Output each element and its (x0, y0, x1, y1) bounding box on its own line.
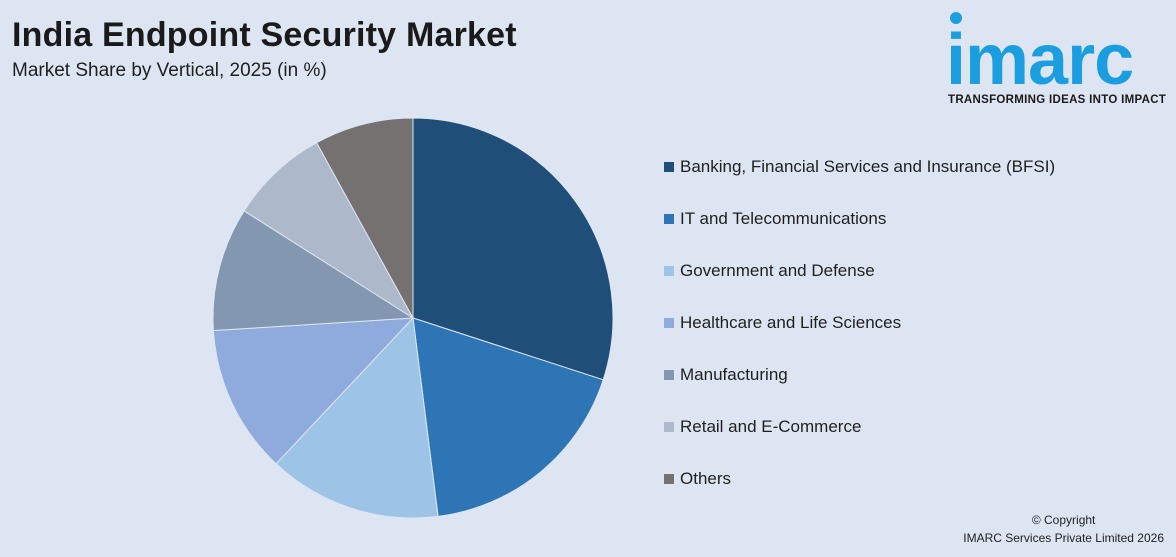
legend-label: Banking, Financial Services and Insuranc… (680, 157, 1056, 176)
chart-subtitle: Market Share by Vertical, 2025 (in %) (12, 60, 327, 81)
pie-chart (212, 117, 614, 519)
legend-label: Retail and E-Commerce (680, 417, 862, 436)
pie-slice-5 (243, 142, 414, 319)
legend-swatch (664, 266, 674, 276)
pie-slice-2 (275, 316, 439, 519)
pie-slice-3 (212, 317, 415, 465)
legend-label: Government and Defense (680, 261, 875, 280)
legend-swatch (664, 422, 674, 432)
legend-item: Healthcare and Life Sciences (664, 310, 1055, 336)
legend-item: Government and Defense (664, 258, 1055, 284)
copyright-line-2: IMARC Services Private Limited 2026 (963, 531, 1164, 545)
legend-item: Others (664, 466, 1055, 492)
pie-slice-0 (412, 117, 614, 381)
legend-item: Retail and E-Commerce (664, 414, 1055, 440)
chart-title: India Endpoint Security Market (12, 16, 517, 54)
legend-swatch (664, 474, 674, 484)
logo-wordmark: imarc (946, 20, 1134, 100)
legend-swatch (664, 162, 674, 172)
legend-label: Healthcare and Life Sciences (680, 313, 902, 332)
legend-item: IT and Telecommunications (664, 206, 1055, 232)
legend-label: Manufacturing (680, 365, 788, 384)
legend-item: Manufacturing (664, 362, 1055, 388)
legend-label: IT and Telecommunications (680, 209, 887, 228)
logo-tagline: TRANSFORMING IDEAS INTO IMPACT (948, 94, 1167, 106)
logo-dot (950, 12, 962, 24)
copyright-notice: © Copyright IMARC Services Private Limit… (963, 511, 1164, 547)
chart-legend: Banking, Financial Services and Insuranc… (664, 154, 1055, 518)
legend-swatch (664, 318, 674, 328)
legend-label: Others (680, 469, 732, 488)
pie-slice-1 (412, 317, 604, 517)
legend-swatch (664, 370, 674, 380)
imarc-logo: imarc TRANSFORMING IDEAS INTO IMPACT (946, 10, 1170, 110)
copyright-line-1: © Copyright (1031, 513, 1096, 527)
legend-item: Banking, Financial Services and Insuranc… (664, 154, 1055, 180)
pie-slice-6 (315, 117, 414, 319)
legend-swatch (664, 214, 674, 224)
pie-slice-4 (212, 210, 415, 332)
